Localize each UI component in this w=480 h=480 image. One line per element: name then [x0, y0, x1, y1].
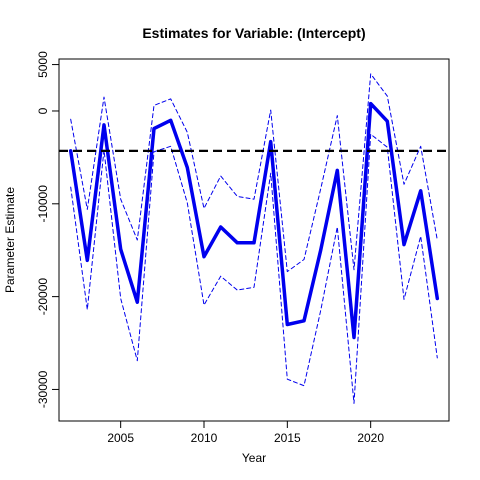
y-axis-label: Parameter Estimate	[3, 187, 17, 293]
series-estimate-line	[68, 101, 440, 340]
y-tick-label--10000: -10000	[36, 185, 50, 223]
axes: 2005 2010 2015 2020 5000 0 -10000 -20000 -30000	[36, 51, 450, 445]
x-tick-label-2005: 2005	[107, 431, 134, 445]
series-upper-line	[70, 73, 438, 273]
y-tick-label--30000: -30000	[36, 370, 50, 408]
x-axis-label: Year	[242, 451, 266, 465]
x-tick-label-2020: 2020	[357, 431, 384, 445]
plot-frame	[58, 58, 450, 422]
series-lower-line	[70, 133, 438, 404]
x-tick-label-2015: 2015	[274, 431, 301, 445]
chart-title: Estimates for Variable: (Intercept)	[142, 25, 365, 41]
y-tick-label-5000: 5000	[36, 51, 50, 78]
y-tick-label-0: 0	[36, 107, 50, 114]
plot-area	[59, 73, 449, 404]
y-tick-label--20000: -20000	[36, 278, 50, 316]
x-tick-label-2010: 2010	[191, 431, 218, 445]
